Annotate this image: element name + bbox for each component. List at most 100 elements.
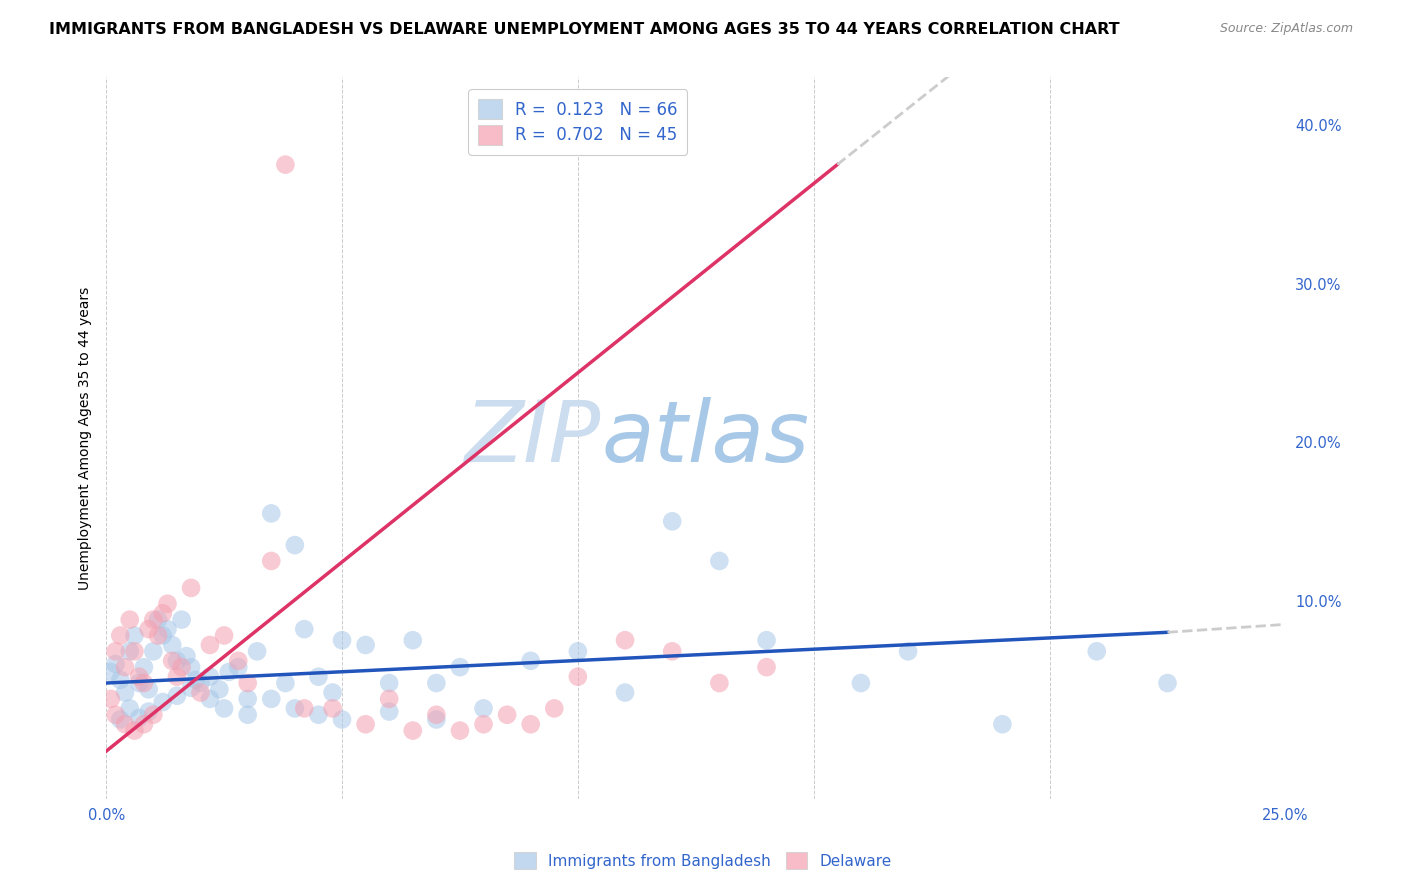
Point (152, 607, 174, 621)
Point (180, 581, 202, 595)
Point (124, 644, 146, 658)
Point (114, 717, 136, 731)
Point (152, 695, 174, 709)
Point (472, 717, 495, 731)
Point (284, 701, 307, 715)
Point (190, 676, 212, 690)
Point (322, 701, 344, 715)
Point (132, 660, 155, 674)
Point (118, 701, 141, 715)
Point (425, 707, 447, 722)
Point (260, 554, 283, 568)
Point (307, 707, 329, 722)
Point (132, 676, 155, 690)
Point (661, 644, 683, 658)
Point (156, 622, 179, 636)
Point (100, 665, 122, 679)
Point (156, 597, 179, 611)
Point (110, 628, 132, 642)
Point (114, 660, 136, 674)
Legend: Immigrants from Bangladesh, Delaware: Immigrants from Bangladesh, Delaware (508, 846, 898, 875)
Point (212, 701, 235, 715)
Point (236, 692, 259, 706)
Point (709, 554, 731, 568)
Point (104, 657, 127, 671)
Point (166, 670, 188, 684)
Point (128, 676, 150, 690)
Point (138, 682, 160, 697)
Point (190, 685, 212, 699)
Point (170, 613, 193, 627)
Point (166, 689, 188, 703)
Point (170, 660, 193, 674)
Point (292, 622, 315, 636)
Legend: R =  0.123   N = 66, R =  0.702   N = 45: R = 0.123 N = 66, R = 0.702 N = 45 (468, 89, 688, 154)
Point (354, 717, 377, 731)
Point (307, 670, 329, 684)
Point (152, 628, 174, 642)
Point (176, 649, 198, 664)
Point (849, 676, 872, 690)
Point (118, 613, 141, 627)
Point (260, 692, 283, 706)
Point (330, 713, 353, 727)
Point (198, 692, 221, 706)
Point (226, 654, 249, 668)
Point (425, 713, 447, 727)
Point (378, 705, 401, 719)
Point (402, 723, 425, 738)
Text: IMMIGRANTS FROM BANGLADESH VS DELAWARE UNEMPLOYMENT AMONG AGES 35 TO 44 YEARS CO: IMMIGRANTS FROM BANGLADESH VS DELAWARE U… (49, 22, 1119, 37)
Point (897, 644, 920, 658)
Point (100, 692, 122, 706)
Point (661, 514, 683, 528)
Point (218, 665, 240, 679)
Point (519, 654, 541, 668)
Point (755, 633, 778, 648)
Point (118, 644, 141, 658)
Point (755, 660, 778, 674)
Point (1156, 676, 1178, 690)
Point (180, 681, 202, 695)
Point (354, 638, 377, 652)
Y-axis label: Unemployment Among Ages 35 to 44 years: Unemployment Among Ages 35 to 44 years (79, 286, 93, 590)
Point (425, 676, 447, 690)
Point (198, 638, 221, 652)
Point (104, 644, 127, 658)
Point (110, 673, 132, 687)
Point (184, 673, 207, 687)
Point (322, 685, 344, 699)
Point (567, 644, 589, 658)
Point (124, 628, 146, 642)
Point (208, 682, 231, 697)
Point (274, 158, 297, 172)
Point (330, 633, 353, 648)
Point (198, 670, 221, 684)
Point (124, 723, 146, 738)
Point (142, 707, 165, 722)
Point (543, 701, 565, 715)
Point (114, 685, 136, 699)
Point (128, 711, 150, 725)
Point (402, 633, 425, 648)
Point (180, 660, 202, 674)
Point (378, 692, 401, 706)
Point (567, 670, 589, 684)
Point (709, 676, 731, 690)
Point (132, 717, 155, 731)
Point (449, 660, 471, 674)
Point (378, 676, 401, 690)
Point (142, 613, 165, 627)
Point (449, 723, 471, 738)
Text: ZIP: ZIP (465, 397, 602, 480)
Point (496, 707, 519, 722)
Point (991, 717, 1014, 731)
Point (274, 676, 297, 690)
Point (146, 613, 169, 627)
Point (138, 622, 160, 636)
Point (160, 654, 183, 668)
Point (284, 538, 307, 552)
Point (128, 670, 150, 684)
Point (160, 638, 183, 652)
Point (614, 685, 637, 699)
Text: Source: ZipAtlas.com: Source: ZipAtlas.com (1219, 22, 1353, 36)
